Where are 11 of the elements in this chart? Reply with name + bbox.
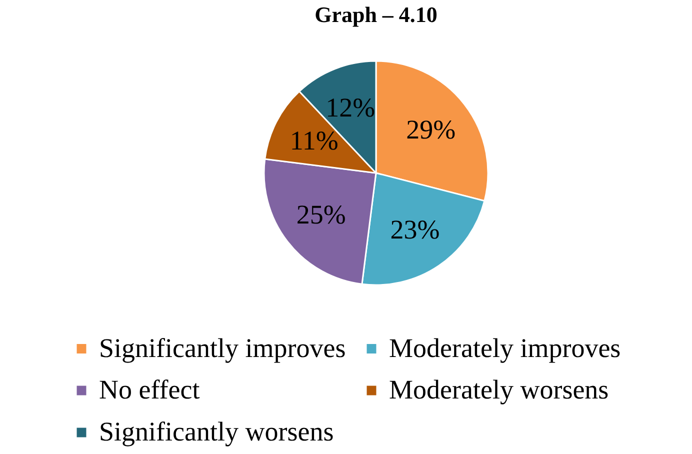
data-label: 12% (326, 92, 376, 122)
legend-label: Moderately improves (389, 332, 621, 363)
legend-label: No effect (99, 374, 200, 404)
data-label: 25% (296, 200, 346, 230)
data-label: 11% (290, 125, 338, 156)
chart-title: Graph – 4.10 (314, 2, 438, 27)
legend-label: Significantly worsens (99, 416, 334, 446)
legend-label: Moderately worsens (389, 374, 609, 404)
data-label: 23% (390, 214, 440, 244)
legend-label: Significantly improves (99, 332, 346, 363)
data-label: 29% (406, 114, 456, 144)
